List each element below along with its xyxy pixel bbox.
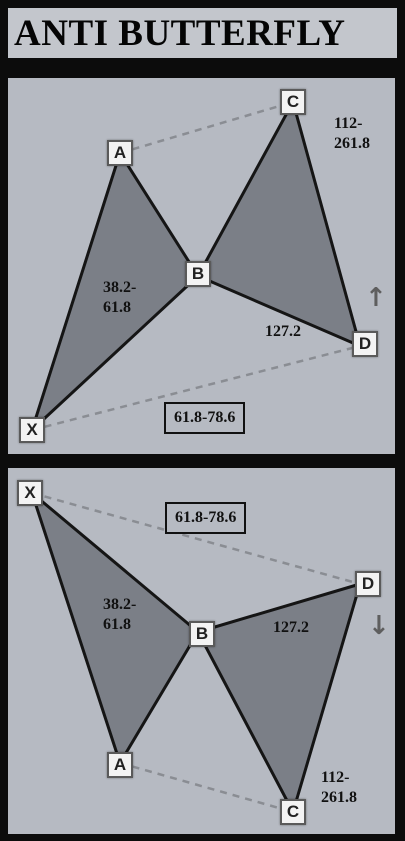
point-x: X <box>17 480 43 506</box>
xab-triangle <box>30 151 200 432</box>
bcd-triangle <box>196 100 362 348</box>
point-d: D <box>352 331 378 357</box>
point-x: X <box>19 417 45 443</box>
page-title: ANTI BUTTERFLY <box>14 12 346 54</box>
point-c: C <box>280 89 306 115</box>
point-a: A <box>107 140 133 166</box>
abc-ratio-label: 112- 261.8 <box>334 115 370 152</box>
ac-dashed-line <box>119 100 294 155</box>
point-d: D <box>355 571 381 597</box>
point-b: B <box>185 261 211 287</box>
point-b: B <box>189 621 215 647</box>
bcd-triangle <box>196 582 362 814</box>
bearish-pattern-diagram <box>30 100 362 432</box>
up-arrow-icon: ↑ <box>365 283 387 313</box>
xad-ratio-box: 61.8-78.6 <box>165 502 247 534</box>
bullish-pattern-panel: X A B C D 38.2- 61.8 127.2 112- 261.8 61… <box>8 468 395 834</box>
xab-triangle <box>30 491 200 765</box>
title-banner: ANTI BUTTERFLY <box>8 8 397 58</box>
xab-ratio-label: 38.2- 61.8 <box>103 279 137 316</box>
ac-dashed-line <box>119 761 294 814</box>
point-c: C <box>280 799 306 825</box>
bcd-ratio-label: 127.2 <box>273 619 309 636</box>
xab-ratio-label: 38.2- 61.8 <box>103 596 137 633</box>
xad-ratio-box: 61.8-78.6 <box>164 402 246 434</box>
abc-ratio-label: 112- 261.8 <box>321 769 357 806</box>
xd-dashed-line <box>31 344 361 432</box>
xd-dashed-line <box>31 491 361 586</box>
bullish-pattern-diagram <box>30 491 362 814</box>
bcd-ratio-label: 127.2 <box>265 323 301 340</box>
point-a: A <box>107 752 133 778</box>
bearish-pattern-panel: X A B C D 38.2- 61.8 127.2 112- 261.8 61… <box>8 78 395 454</box>
down-arrow-icon: ↓ <box>368 611 390 641</box>
